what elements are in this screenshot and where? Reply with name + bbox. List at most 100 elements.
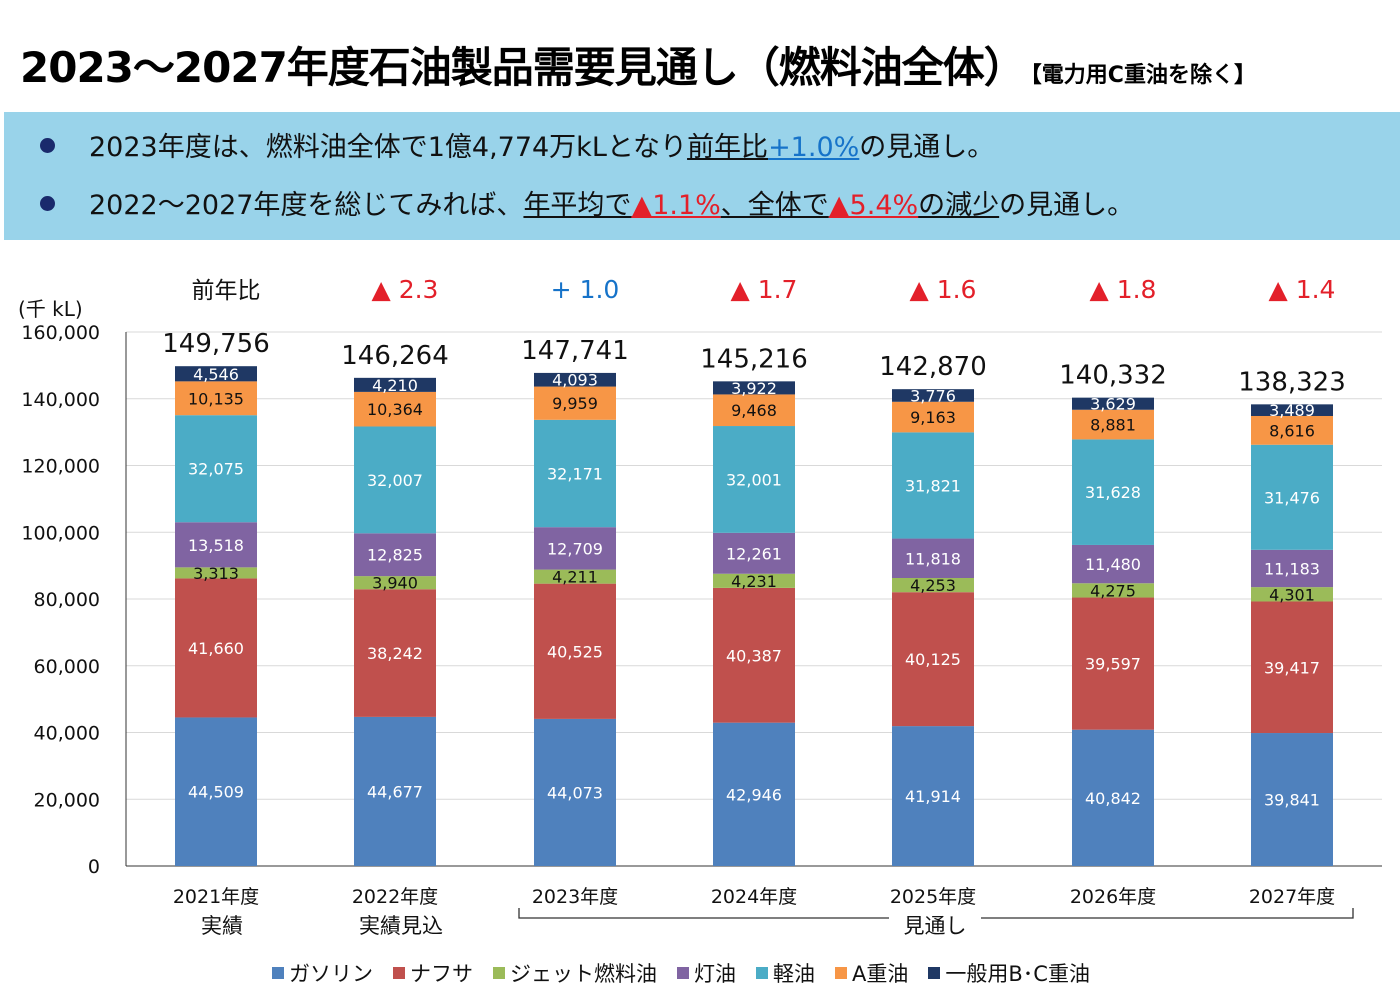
bullet-dot-icon	[40, 196, 55, 211]
bar-segment	[175, 717, 257, 866]
bar-segment	[534, 527, 616, 570]
x-tick-sublabel: 実績	[201, 914, 243, 938]
yoy-label: ▲ 1.6	[910, 275, 977, 304]
bar-segment	[175, 381, 257, 416]
bar-segment	[892, 726, 974, 866]
page-title: 2023～2027年度石油製品需要見通し（燃料油全体） 【電力用C重油を除く】	[20, 34, 1256, 95]
data-label: 39,417	[1264, 658, 1320, 677]
legend-swatch	[928, 967, 941, 979]
legend-label: ジェット燃料油	[510, 962, 657, 986]
bar-segment	[534, 718, 616, 866]
yoy-label: ▲ 1.7	[731, 275, 798, 304]
y-tick-label: 0	[88, 856, 100, 878]
data-label: 11,818	[905, 549, 961, 568]
yoy-label: ▲ 1.4	[1269, 275, 1336, 304]
bar-segment	[175, 366, 257, 382]
bar-segment	[354, 576, 436, 590]
summary1-pre: 2023年度は、燃料油全体で1億4,774万kLとなり	[89, 132, 688, 163]
x-tick-label: 2023年度	[532, 886, 618, 908]
data-label: 4,546	[193, 365, 239, 384]
data-label: 44,073	[547, 783, 603, 802]
title-note: 【電力用C重油を除く】	[1030, 63, 1256, 88]
summary-line-2: 2022～2027年度を総じてみれば、年平均で▲1.1%、全体で▲5.4%の減少…	[40, 184, 1400, 242]
summary-line-1: 2023年度は、燃料油全体で1億4,774万kLとなり前年比+1.0%の見通し。	[40, 126, 1400, 184]
bar-segment	[175, 415, 257, 523]
x-tick-label: 2027年度	[1249, 886, 1335, 908]
summary2-underline-2: 、全体で	[720, 190, 829, 221]
bar-segment	[354, 426, 436, 534]
y-tick-label: 140,000	[21, 389, 100, 411]
bar-segment	[534, 419, 616, 528]
data-label: 9,163	[910, 408, 956, 427]
bar-segment	[534, 569, 616, 584]
bar-segment	[1072, 583, 1154, 598]
forecast-bracket-left	[518, 908, 889, 919]
legend-item: 灯油	[677, 958, 736, 988]
data-label: 39,841	[1264, 791, 1320, 810]
bar-segment	[713, 532, 795, 574]
bar-segment	[892, 538, 974, 579]
y-tick-label: 160,000	[21, 322, 100, 344]
data-label: 4,301	[1269, 585, 1315, 604]
bar-segment	[1251, 733, 1333, 866]
summary1-value: +1.0%	[768, 132, 860, 163]
bar-segment	[534, 583, 616, 719]
bar-segment	[713, 381, 795, 395]
bar-segment	[892, 578, 974, 593]
bar-segment	[713, 722, 795, 866]
yoy-label: ▲ 1.8	[1090, 275, 1157, 304]
data-label: 3,940	[372, 574, 418, 593]
bar-segment	[1251, 444, 1333, 550]
legend-swatch	[835, 967, 847, 979]
y-unit-label: (千 kL)	[18, 297, 83, 321]
data-label: 40,842	[1085, 789, 1141, 808]
x-tick-label: 2025年度	[890, 886, 976, 908]
legend-item: 一般用B･C重油	[928, 958, 1090, 988]
bullet-dot-icon	[40, 138, 55, 153]
data-label: 9,468	[731, 401, 777, 420]
data-label: 3,313	[193, 564, 239, 583]
summary1-underline: 前年比	[687, 132, 769, 163]
data-label: 10,135	[188, 389, 244, 408]
bar-segment	[1072, 729, 1154, 866]
title-main: 2023～2027年度石油製品需要見通し（燃料油全体）	[20, 43, 1026, 92]
data-label: 9,959	[552, 394, 598, 413]
total-label: 138,323	[1238, 367, 1346, 397]
total-label: 145,216	[700, 344, 808, 374]
data-label: 12,261	[726, 544, 782, 563]
x-tick-sublabel: 実績見込	[359, 914, 443, 938]
data-label: 4,275	[1090, 581, 1136, 600]
legend-swatch	[272, 967, 284, 979]
x-tick-label: 2021年度	[173, 886, 259, 908]
legend-label: 軽油	[773, 962, 815, 986]
data-label: 31,628	[1085, 483, 1141, 502]
y-tick-label: 60,000	[34, 656, 100, 678]
legend-label: 灯油	[694, 962, 736, 986]
bar-segment	[713, 573, 795, 588]
summary2-post: の見通し。	[999, 190, 1135, 221]
data-label: 3,489	[1269, 401, 1315, 420]
bar-segment	[713, 587, 795, 723]
bar-segment	[175, 578, 257, 718]
y-tick-label: 80,000	[34, 589, 100, 611]
legend-item: A重油	[835, 958, 908, 988]
data-label: 12,709	[547, 539, 603, 558]
data-label: 42,946	[726, 785, 782, 804]
data-label: 40,125	[905, 650, 961, 669]
yoy-label: + 1.0	[551, 275, 620, 304]
data-label: 32,171	[547, 464, 603, 483]
total-label: 142,870	[879, 352, 987, 382]
bar-segment	[713, 426, 795, 533]
data-label: 31,476	[1264, 488, 1320, 507]
total-label: 146,264	[341, 341, 449, 371]
legend-swatch	[493, 967, 505, 979]
data-label: 3,922	[731, 379, 777, 398]
legend-item: ジェット燃料油	[493, 958, 657, 988]
data-label: 4,253	[910, 576, 956, 595]
data-label: 12,825	[367, 546, 423, 565]
legend-label: A重油	[852, 962, 909, 986]
bar-segment	[175, 567, 257, 579]
legend-item: 軽油	[756, 958, 815, 988]
x-tick-label: 2022年度	[352, 886, 438, 908]
summary2-underline-1: 年平均で	[523, 190, 632, 221]
